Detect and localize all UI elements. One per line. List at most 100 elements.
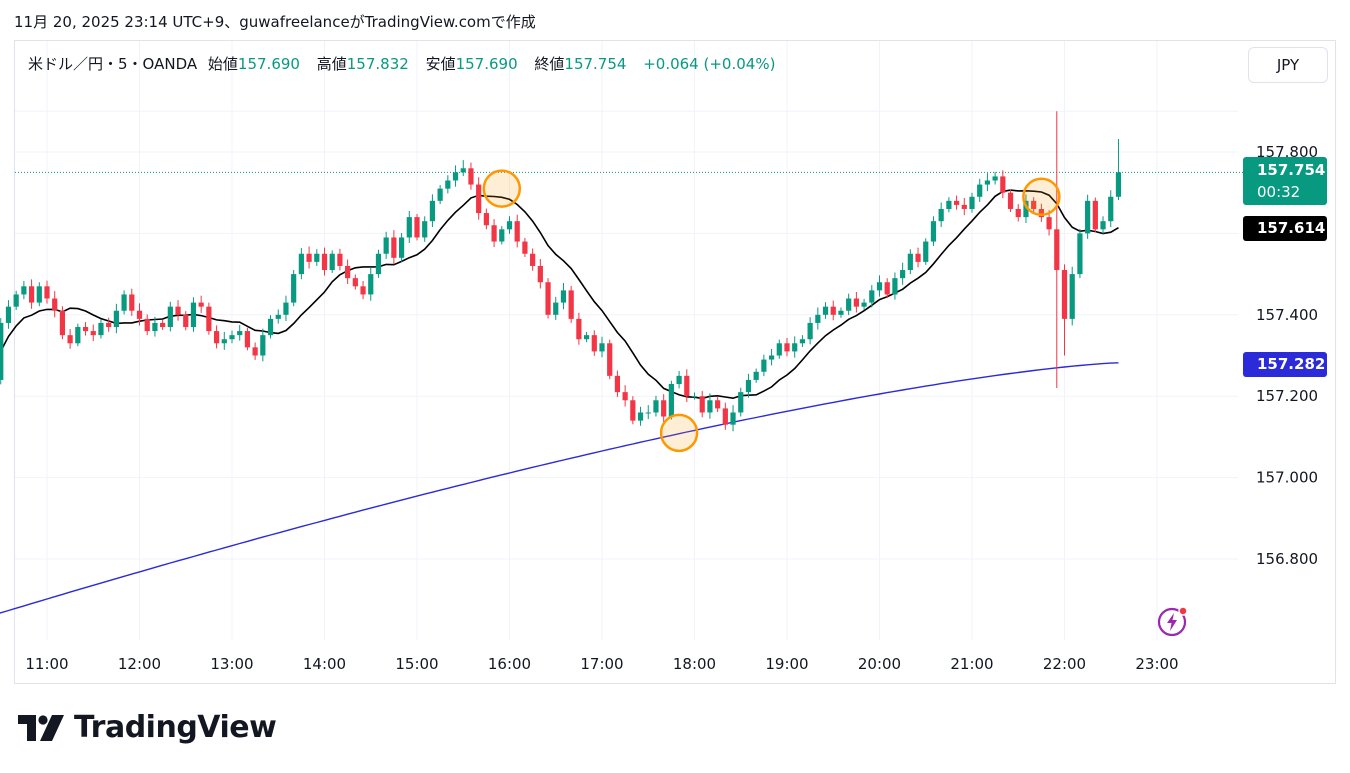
- candle-body: [0, 322, 4, 380]
- candle-body: [614, 375, 621, 393]
- candle-body: [468, 168, 474, 185]
- candle-body: [329, 253, 335, 271]
- candle-body: [1015, 208, 1021, 218]
- legend-open-label: 始値: [207, 55, 238, 73]
- candle-body: [90, 331, 96, 336]
- candle-body: [792, 343, 798, 352]
- time-tick-label: 16:00: [488, 655, 531, 673]
- ma-short-line: [0, 189, 1119, 400]
- candle-body: [345, 265, 351, 279]
- legend-low: 安値157.690: [426, 55, 524, 73]
- candle-body: [691, 396, 698, 398]
- candle-body: [607, 343, 613, 376]
- candle-body: [483, 213, 489, 226]
- candle-body: [730, 412, 736, 425]
- candle-body: [429, 200, 436, 222]
- candle-body: [198, 302, 204, 307]
- candle-body: [445, 180, 451, 189]
- candle-body: [175, 306, 181, 315]
- candle-body: [1100, 221, 1106, 230]
- time-tick-label: 22:00: [1043, 655, 1086, 673]
- tradingview-logo-icon: [18, 714, 64, 741]
- candle-body: [167, 306, 173, 328]
- candle-body: [707, 400, 713, 413]
- candle-body: [530, 253, 536, 266]
- candle-body: [5, 306, 12, 323]
- candle-body: [275, 314, 281, 319]
- candle-body: [283, 302, 289, 315]
- candle-body: [537, 265, 543, 283]
- candle-body: [961, 204, 967, 209]
- candle-body: [306, 253, 312, 262]
- candle-body: [799, 339, 806, 344]
- ma-long-layer: [0, 362, 1119, 614]
- candle-body: [391, 237, 397, 258]
- time-tick-label: 21:00: [950, 655, 993, 673]
- candle-body: [869, 290, 875, 303]
- candle-body: [1046, 217, 1052, 230]
- candle-body: [36, 286, 42, 303]
- chart-frame: [14, 40, 1336, 684]
- candle-body: [984, 180, 991, 185]
- candle-body: [206, 306, 212, 332]
- candle-body: [221, 339, 227, 344]
- candle-body: [576, 318, 582, 340]
- candle-body: [753, 371, 759, 380]
- time-axis: 11:00 12:00 13:00 14:00 15:00 16:00 17:00 18:00…: [25, 655, 1178, 673]
- candle-body: [383, 237, 389, 254]
- candle-body: [67, 335, 73, 344]
- candle-body: [1115, 172, 1122, 197]
- legend-low-value: 157.690: [455, 55, 518, 73]
- candle-body: [884, 282, 890, 295]
- candle-body: [668, 383, 674, 417]
- price-tick-label: 157.000: [1256, 469, 1318, 487]
- candle-body: [591, 335, 597, 352]
- legend-low-label: 安値: [425, 55, 456, 73]
- candle-body: [514, 221, 520, 242]
- candle-body: [121, 294, 127, 311]
- candle-body: [923, 241, 929, 262]
- candle-body: [267, 318, 274, 336]
- candle-body: [82, 327, 89, 332]
- candle-body: [21, 286, 27, 295]
- ma-long-price-tag: 157.282: [1243, 352, 1327, 377]
- tradingview-logo[interactable]: TradingView: [18, 710, 277, 745]
- highlight-circle: [659, 413, 699, 453]
- candle-body: [452, 172, 459, 181]
- candle-body: [846, 298, 852, 311]
- legend-symbol[interactable]: 米ドル／円・5・OANDA: [28, 55, 198, 73]
- candle-body: [599, 343, 605, 352]
- candle-body: [375, 253, 382, 275]
- legend-close-label: 終値: [534, 55, 565, 73]
- candle-body: [422, 221, 428, 238]
- candle-body: [136, 310, 143, 319]
- candle-body: [807, 322, 813, 340]
- candle-body: [414, 217, 420, 238]
- legend-high-value: 157.832: [346, 55, 409, 73]
- candle-body: [553, 302, 559, 315]
- candle-body: [645, 412, 651, 414]
- candle-body: [784, 343, 790, 352]
- candle-body: [684, 375, 690, 397]
- price-tick-label: 157.800: [1256, 143, 1318, 161]
- candle-body: [822, 306, 829, 315]
- candle-body: [1085, 200, 1091, 234]
- candle-body: [229, 335, 235, 340]
- candle-body: [298, 253, 304, 275]
- candle-body: [977, 184, 983, 197]
- candle-body: [352, 278, 358, 287]
- candle-body: [776, 343, 782, 356]
- candle-body: [237, 331, 243, 336]
- candle-body: [815, 314, 821, 323]
- candle-body: [1038, 208, 1044, 218]
- candle-body: [368, 274, 374, 295]
- candle-body: [838, 310, 844, 315]
- candle-body: [892, 278, 898, 295]
- last-price-tag: 157.754 00:32: [1243, 157, 1327, 205]
- candle-body: [190, 302, 197, 328]
- price-tick-label: 156.800: [1256, 550, 1318, 568]
- currency-button[interactable]: JPY: [1248, 47, 1328, 83]
- time-tick-label: 12:00: [118, 655, 161, 673]
- lightning-bolt-icon[interactable]: [1156, 605, 1188, 637]
